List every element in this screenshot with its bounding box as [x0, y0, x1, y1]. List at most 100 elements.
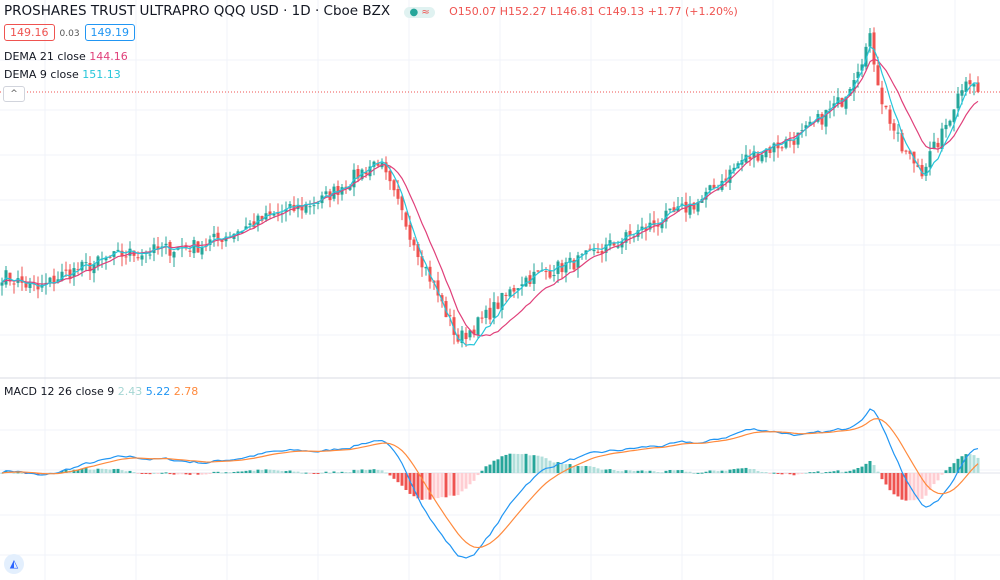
candle-body — [400, 196, 404, 211]
candle-body — [844, 96, 848, 109]
candle-body — [800, 130, 804, 132]
candle-body — [896, 132, 900, 134]
macd-histogram-bar — [320, 472, 324, 474]
macd-histogram-bar — [600, 469, 604, 473]
candle-body — [648, 222, 652, 230]
macd-histogram-bar — [172, 473, 176, 475]
macd-histogram-bar — [604, 469, 608, 473]
macd-histogram-bar — [844, 471, 848, 473]
dema9-label: DEMA 9 close — [4, 68, 79, 81]
dema9-line — [1, 45, 979, 346]
macd-histogram-bar — [840, 471, 844, 473]
macd-histogram-bar — [760, 471, 764, 473]
macd-histogram-bar — [508, 453, 512, 473]
candle-body — [768, 147, 772, 153]
macd-histogram-bar — [392, 473, 396, 479]
macd-histogram-bar — [236, 471, 240, 473]
macd-histogram-bar — [396, 473, 400, 483]
candle-body — [472, 329, 476, 335]
candle-body — [580, 254, 584, 256]
candle-body — [520, 284, 524, 287]
macd-histogram-bar — [612, 470, 616, 473]
macd-histogram-bar — [436, 473, 440, 499]
macd-histogram-bar — [848, 470, 852, 473]
candle-body — [944, 124, 948, 130]
macd-histogram-bar — [160, 472, 164, 474]
macd-histogram-bar — [280, 471, 284, 473]
macd-histogram-bar — [20, 472, 24, 474]
macd-histogram-bar — [276, 470, 280, 473]
macd-histogram-bar — [636, 470, 640, 473]
candle-body — [392, 180, 396, 191]
buy-button[interactable]: 149.19 — [84, 24, 136, 41]
symbol-title: PROSHARES TRUST ULTRAPRO QQQ USD · 1D · … — [4, 3, 391, 19]
candle-body — [80, 261, 84, 271]
dema21-line — [1, 58, 979, 337]
macd-histogram-bar — [728, 469, 732, 473]
macd-histogram-bar — [12, 472, 16, 474]
macd-histogram-bar — [776, 473, 780, 474]
macd-histogram-bar — [704, 471, 708, 473]
candle-body — [452, 317, 456, 335]
macd-histogram-bar — [384, 472, 388, 474]
macd-histogram-bar — [184, 473, 188, 475]
macd-histogram-bar — [164, 472, 168, 474]
macd-histogram-bar — [548, 460, 552, 473]
candle-body — [148, 254, 152, 256]
sell-button[interactable]: 149.16 — [4, 24, 55, 41]
candle-body — [860, 64, 864, 71]
macd-histogram-bar — [628, 470, 632, 473]
macd-histogram-bar — [80, 468, 84, 473]
macd-histogram-bar — [756, 471, 760, 473]
macd-histogram-bar — [408, 473, 412, 494]
candle-body — [408, 224, 412, 240]
candle-body — [756, 153, 760, 161]
macd-histogram-bar — [672, 470, 676, 473]
macd-legend[interactable]: MACD 12 26 close 9 2.43 5.22 2.78 — [4, 385, 198, 398]
macd-histogram-bar — [116, 468, 120, 473]
market-status-badge[interactable]: ● ≈ — [404, 7, 435, 18]
candle-body — [48, 277, 52, 284]
candle-body — [616, 246, 620, 248]
candle-body — [692, 202, 696, 210]
macd-histogram-bar — [716, 471, 720, 473]
candle-body — [940, 128, 944, 150]
macd-histogram-bar — [196, 473, 200, 475]
candle-body — [744, 154, 748, 163]
macd-histogram-bar — [112, 469, 116, 473]
macd-histogram-bar — [876, 471, 880, 473]
macd-histogram-bar — [304, 472, 308, 474]
macd-histogram-bar — [36, 473, 40, 475]
candle-body — [564, 262, 568, 273]
macd-histogram-bar — [308, 473, 312, 474]
macd-histogram-bar — [640, 470, 644, 473]
candle-body — [460, 330, 464, 343]
candle-body — [948, 120, 952, 126]
macd-histogram-bar — [264, 469, 268, 473]
candle-body — [436, 280, 440, 296]
candle-body — [656, 224, 660, 227]
candle-body — [676, 206, 680, 212]
macd-histogram-bar — [220, 472, 224, 474]
candle-body — [548, 271, 552, 278]
macd-histogram-bar — [472, 473, 476, 481]
macd-histogram-bar — [368, 469, 372, 473]
macd-histogram-bar — [212, 471, 216, 473]
macd-histogram-bar — [744, 467, 748, 473]
macd-histogram-bar — [572, 466, 576, 473]
macd-histogram-bar — [248, 470, 252, 473]
macd-histogram-bar — [416, 473, 420, 499]
macd-histogram-bar — [480, 470, 484, 473]
macd-histogram-bar — [632, 471, 636, 473]
candle-body — [188, 250, 192, 252]
tradingview-logo-icon[interactable]: ◭ — [4, 554, 24, 574]
macd-value: 5.22 — [145, 385, 171, 398]
macd-histogram-bar — [664, 470, 668, 473]
macd-histogram-bar — [812, 472, 816, 474]
candle-body — [880, 87, 884, 105]
dema9-legend[interactable]: DEMA 9 close 151.13 — [4, 68, 121, 81]
dema21-legend[interactable]: DEMA 21 close 144.16 — [4, 50, 128, 63]
macd-histogram-bar — [168, 473, 172, 475]
collapse-legend-button[interactable]: ^ — [3, 86, 25, 102]
